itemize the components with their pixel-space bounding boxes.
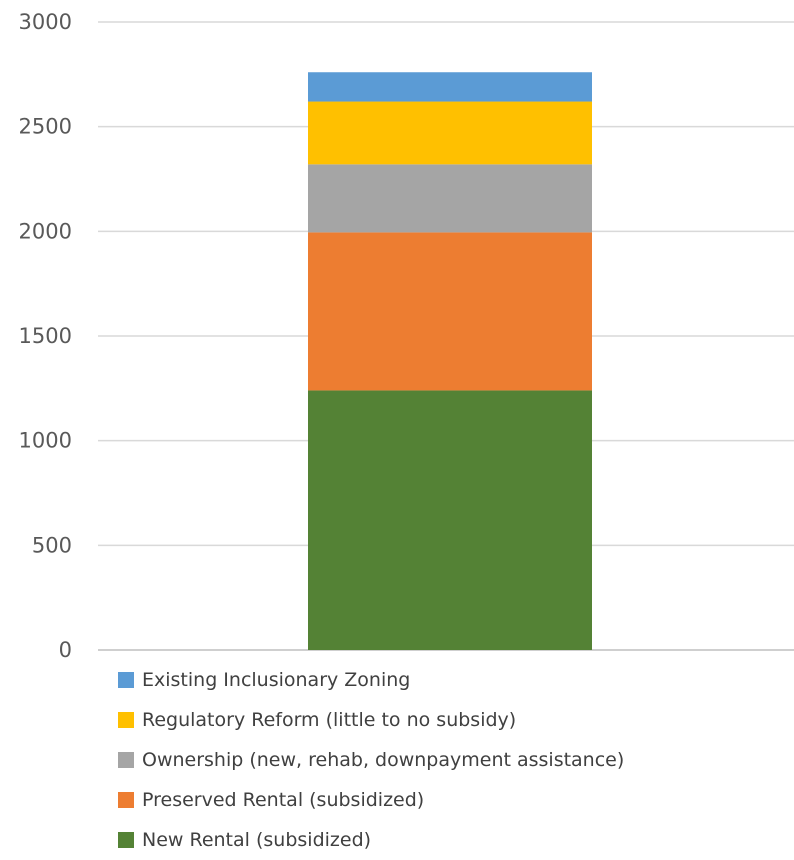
- legend: Existing Inclusionary Zoning Regulatory R…: [118, 660, 624, 860]
- legend-label: Existing Inclusionary Zoning: [142, 669, 411, 691]
- legend-item: Existing Inclusionary Zoning: [118, 660, 624, 700]
- legend-label: New Rental (subsidized): [142, 829, 372, 851]
- y-tick-label: 2500: [19, 115, 72, 139]
- y-tick-label: 0: [59, 638, 72, 660]
- legend-item: Ownership (new, rehab, downpayment assis…: [118, 740, 624, 780]
- legend-item: Regulatory Reform (little to no subsidy): [118, 700, 624, 740]
- legend-swatch: [118, 752, 134, 768]
- bar-segment: [308, 164, 592, 233]
- legend-label: Regulatory Reform (little to no subsidy): [142, 709, 517, 731]
- bar-segments: [308, 72, 592, 650]
- bar-segment: [308, 72, 592, 102]
- legend-item: Preserved Rental (subsidized): [118, 780, 624, 820]
- legend-label: Ownership (new, rehab, downpayment assis…: [142, 749, 625, 771]
- bar-segment: [308, 232, 592, 391]
- y-axis-ticks: 0 500 1000 1500 2000 2500 3000: [19, 10, 72, 660]
- y-tick-label: 2000: [19, 219, 72, 243]
- legend-swatch: [118, 672, 134, 688]
- stacked-bar-chart: 0 500 1000 1500 2000 2500 3000: [19, 10, 794, 660]
- y-tick-label: 1000: [19, 429, 72, 453]
- legend-label: Preserved Rental (subsidized): [142, 789, 425, 811]
- legend-item: New Rental (subsidized): [118, 820, 624, 860]
- y-tick-label: 3000: [19, 10, 72, 34]
- legend-swatch: [118, 792, 134, 808]
- bar-segment: [308, 101, 592, 165]
- legend-swatch: [118, 712, 134, 728]
- legend-swatch: [118, 832, 134, 848]
- bar-segment: [308, 390, 592, 650]
- y-tick-label: 1500: [19, 324, 72, 348]
- y-tick-label: 500: [32, 533, 72, 557]
